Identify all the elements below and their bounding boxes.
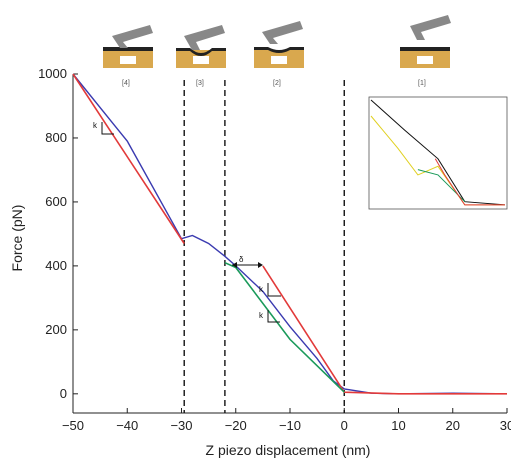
- x-tick-label: 20: [446, 418, 460, 433]
- x-tick-label: −20: [225, 418, 247, 433]
- y-tick-label: 200: [45, 322, 67, 337]
- series-line-2: [262, 265, 507, 395]
- x-tick-label: −10: [279, 418, 301, 433]
- y-axis-label: Force (pN): [9, 205, 25, 272]
- y-tick-label: 1000: [38, 66, 67, 81]
- inset-series-line-2: [417, 169, 466, 203]
- stage-2-schematic: [254, 21, 304, 68]
- y-tick-label: 600: [45, 194, 67, 209]
- x-tick-label: 30: [500, 418, 511, 433]
- stage-label-2: [2]: [273, 80, 281, 87]
- inset-series-line-0: [370, 99, 506, 206]
- x-tick-label: 10: [391, 418, 405, 433]
- series-line-3: [224, 261, 345, 393]
- slope-k-upper: k: [93, 121, 98, 130]
- slope-marker-mid2: k: [259, 310, 280, 323]
- delta-label: δ: [239, 255, 244, 264]
- x-axis-label: Z piezo displacement (nm): [206, 442, 371, 458]
- slope-k-mid1: k: [259, 285, 264, 294]
- stage-4-schematic: [103, 25, 153, 68]
- stage-label-4: [4]: [122, 80, 130, 87]
- x-tick-label: −30: [170, 418, 192, 433]
- stage-1-schematic: [400, 15, 451, 68]
- y-tick-label: 800: [45, 130, 67, 145]
- inset-series-line-3: [434, 158, 505, 206]
- stage-3-schematic: [176, 25, 226, 68]
- x-tick-label: −50: [62, 418, 84, 433]
- slope-marker-upper: k: [93, 121, 114, 135]
- stage-label-1: [1]: [418, 80, 426, 87]
- stage-label-3: [3]: [196, 80, 204, 87]
- series-line-1: [72, 73, 185, 244]
- slope-k-mid2: k: [259, 311, 264, 320]
- x-tick-label: −40: [116, 418, 138, 433]
- y-tick-label: 0: [60, 386, 67, 401]
- inset-plot: [368, 96, 508, 210]
- slope-marker-mid1: k: [259, 283, 281, 297]
- y-tick-label: 400: [45, 258, 67, 273]
- x-tick-label: 0: [341, 418, 348, 433]
- delta-arrow: δ: [232, 255, 263, 268]
- plot-area: −50 −40 −30 −20 −10 0 10 20 30 0 200 400 600 800 1000: [38, 66, 511, 433]
